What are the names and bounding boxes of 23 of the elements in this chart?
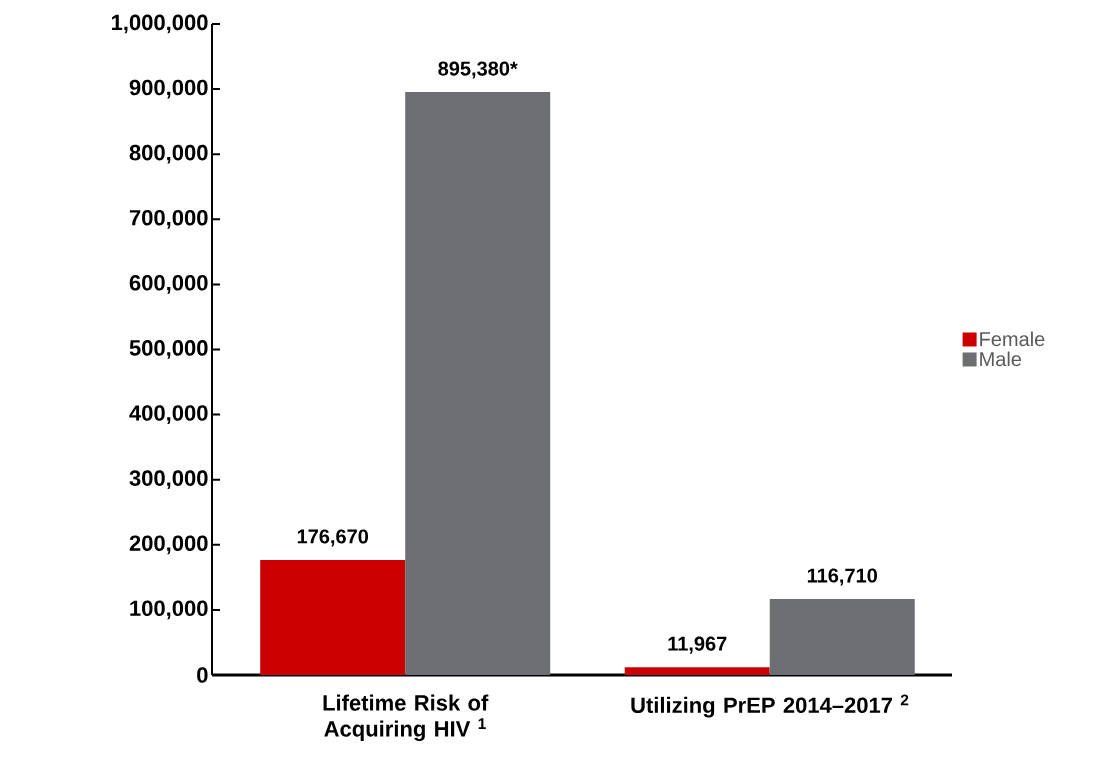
x-tick-label: Lifetime Risk of Acquiring HIV $^{1}$ (323, 694, 489, 742)
y-tick-label: 500,000 (129, 340, 208, 359)
data-label: 11,967 (668, 636, 727, 654)
bar (769, 599, 915, 675)
y-tick-label: 1,000,000 (111, 14, 208, 34)
y-tick-label: 700,000 (129, 209, 208, 229)
data-label: 116,710 (807, 568, 878, 586)
bar (260, 559, 406, 675)
y-tick-label: 300,000 (129, 470, 208, 490)
y-tick-label: 900,000 (129, 79, 208, 99)
bar (624, 667, 770, 675)
y-tick-label: 400,000 (129, 405, 208, 424)
legend-label: Female (980, 331, 1045, 347)
data-label: 895,380* (438, 61, 518, 79)
y-tick-label: 100,000 (130, 600, 208, 620)
bar (405, 92, 551, 675)
legend-label: Male (980, 351, 1022, 367)
y-tick-label: 600,000 (129, 275, 208, 294)
y-tick-label: 0 (197, 667, 208, 683)
y-tick-label: 200,000 (129, 535, 208, 555)
y-tick-label: 800,000 (129, 144, 208, 164)
x-tick-label: Utilizing PrEP 2014–2017 $^{2}$ (631, 694, 909, 718)
data-label: 176,670 (297, 529, 369, 547)
